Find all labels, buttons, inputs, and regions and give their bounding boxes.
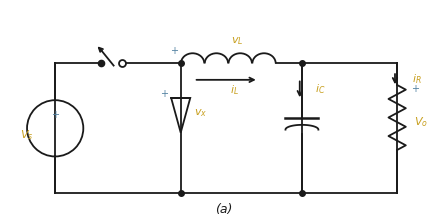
Text: $V_s$: $V_s$ [20, 128, 34, 142]
Text: $v_x$: $v_x$ [194, 107, 207, 119]
Text: $v_L$: $v_L$ [231, 35, 243, 47]
Text: (a): (a) [215, 203, 233, 216]
Text: $i_R$: $i_R$ [412, 72, 422, 86]
Text: +: + [160, 89, 168, 99]
Text: +: + [51, 110, 59, 120]
Text: $i_C$: $i_C$ [315, 82, 325, 96]
Text: $V_o$: $V_o$ [414, 115, 428, 129]
Text: +: + [411, 84, 419, 94]
Text: $i_L$: $i_L$ [230, 83, 239, 97]
Text: +: + [170, 46, 178, 56]
